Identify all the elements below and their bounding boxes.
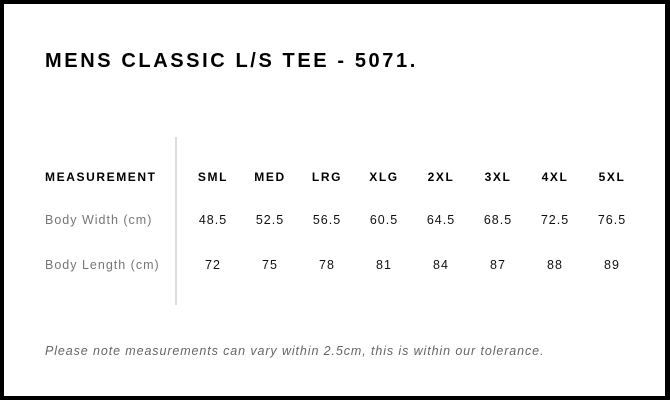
column-divider	[175, 137, 177, 305]
size-header: 5XL	[598, 170, 626, 184]
body-length-cell: 89	[604, 258, 620, 272]
size-header: MED	[254, 170, 286, 184]
size-header: 2XL	[427, 170, 455, 184]
body-length-cell: 84	[433, 258, 449, 272]
body-width-cell: 72.5	[540, 213, 570, 227]
body-length-cell: 75	[262, 258, 278, 272]
row-label-body-width: Body Width (cm)	[45, 213, 153, 227]
tolerance-note: Please note measurements can vary within…	[45, 344, 545, 358]
body-width-cell: 56.5	[312, 213, 342, 227]
size-header: 4XL	[541, 170, 569, 184]
body-length-cell: 72	[205, 258, 221, 272]
body-length-cell: 81	[376, 258, 392, 272]
body-width-cell: 52.5	[255, 213, 285, 227]
body-length-cell: 88	[547, 258, 563, 272]
size-header: LRG	[311, 170, 343, 184]
size-header: SML	[197, 170, 229, 184]
row-label-body-length: Body Length (cm)	[45, 258, 160, 272]
body-width-cell: 64.5	[426, 213, 456, 227]
body-length-cell: 78	[319, 258, 335, 272]
body-length-cell: 87	[490, 258, 506, 272]
size-header: XLG	[369, 170, 399, 184]
body-width-cell: 76.5	[597, 213, 627, 227]
page-title: MENS CLASSIC L/S TEE - 5071.	[45, 50, 418, 72]
body-width-cell: 60.5	[369, 213, 399, 227]
size-header: 3XL	[484, 170, 512, 184]
body-width-cell: 68.5	[483, 213, 513, 227]
measurement-header: MEASUREMENT	[45, 170, 157, 184]
body-width-cell: 48.5	[198, 213, 228, 227]
